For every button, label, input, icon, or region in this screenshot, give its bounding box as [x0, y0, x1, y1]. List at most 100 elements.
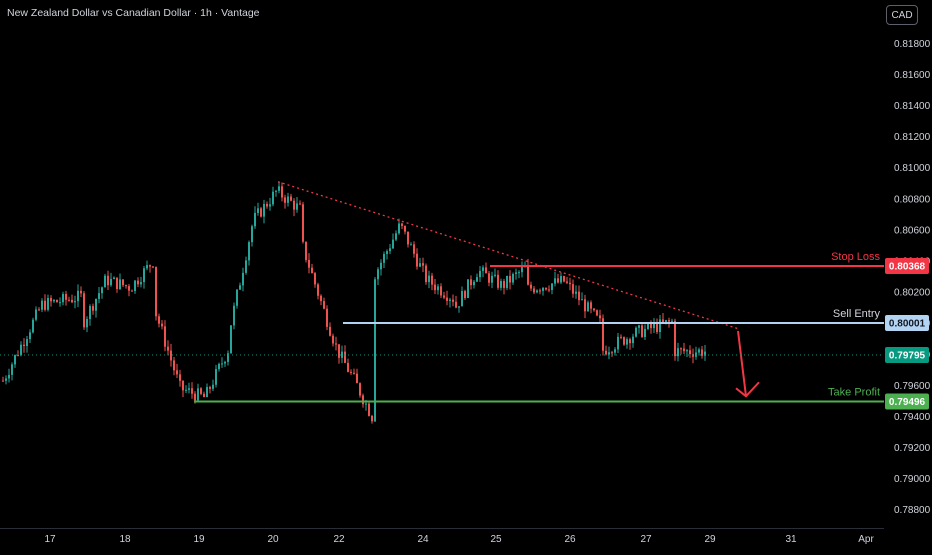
- candle-body: [113, 277, 115, 280]
- candle-body: [155, 266, 157, 317]
- candle-body: [425, 265, 427, 283]
- candle-body: [659, 319, 661, 333]
- candle-body: [389, 248, 391, 252]
- candle-body: [74, 301, 76, 303]
- candle-body: [662, 319, 664, 323]
- candle-body: [284, 197, 286, 203]
- candle-body: [380, 262, 382, 270]
- candle-body: [401, 223, 403, 226]
- candle-body: [689, 350, 691, 355]
- candle-body: [89, 306, 91, 320]
- candle-body: [272, 191, 274, 205]
- candle-body: [614, 349, 616, 353]
- candle-body: [323, 301, 325, 309]
- candle-body: [299, 203, 301, 205]
- candle-body: [110, 279, 112, 286]
- candle-body: [575, 291, 577, 294]
- currency-button[interactable]: CAD: [886, 5, 918, 25]
- candle-body: [698, 349, 700, 353]
- candle-body: [413, 244, 415, 254]
- candle-body: [578, 291, 580, 301]
- candle-body: [557, 278, 559, 283]
- candle-body: [248, 242, 250, 261]
- y-tick-label: 0.79000: [894, 474, 931, 485]
- candle-body: [239, 285, 241, 290]
- candle-body: [170, 350, 172, 361]
- candle-body: [704, 351, 706, 356]
- candle-body: [407, 231, 409, 245]
- candle-body: [422, 263, 424, 266]
- candle-body: [584, 299, 586, 312]
- candle-body: [572, 284, 574, 294]
- candle-body: [146, 265, 148, 269]
- candle-body: [296, 203, 298, 210]
- candle-body: [680, 348, 682, 350]
- candle-body: [254, 212, 256, 227]
- x-tick-label: 25: [490, 534, 502, 545]
- candle-body: [14, 355, 16, 365]
- candle-body: [587, 302, 589, 312]
- candle-body: [269, 204, 271, 207]
- candle-body: [404, 225, 406, 232]
- candle-body: [140, 282, 142, 285]
- candle-body: [32, 319, 34, 333]
- candle-body: [677, 348, 679, 357]
- candle-body: [83, 293, 85, 328]
- candle-body: [440, 286, 442, 296]
- candle-body: [293, 200, 295, 210]
- y-tick-label: 0.81200: [894, 132, 931, 143]
- candle-body: [632, 336, 634, 344]
- candle-body: [581, 299, 583, 301]
- candle-body: [605, 350, 607, 355]
- candle-body: [671, 320, 673, 322]
- candle-body: [551, 283, 553, 291]
- candle-body: [335, 343, 337, 345]
- y-tick-label: 0.81400: [894, 101, 931, 112]
- candle-body: [446, 297, 448, 301]
- candle-body: [152, 266, 154, 268]
- candle-body: [458, 306, 460, 308]
- candle-body: [80, 290, 82, 294]
- sell-entry-label: Sell Entry: [833, 308, 881, 320]
- candle-body: [191, 388, 193, 394]
- candle-body: [377, 269, 379, 280]
- candle-body: [518, 272, 520, 274]
- candle-body: [287, 196, 289, 203]
- chart-title: New Zealand Dollar vs Canadian Dollar · …: [7, 7, 260, 19]
- candle-body: [62, 293, 64, 303]
- candle-body: [371, 415, 373, 422]
- candle-body: [101, 287, 103, 294]
- candle-body: [506, 275, 508, 288]
- candle-body: [449, 299, 451, 301]
- candle-body: [533, 288, 535, 293]
- candle-body: [251, 226, 253, 243]
- candle-body: [569, 282, 571, 285]
- x-tick-label: 29: [704, 534, 716, 545]
- candle-body: [608, 352, 610, 355]
- candle-body: [77, 290, 79, 302]
- candle-body: [8, 374, 10, 379]
- y-tick-label: 0.81600: [894, 70, 931, 81]
- candle-body: [359, 383, 361, 396]
- candle-body: [23, 344, 25, 346]
- candle-body: [86, 319, 88, 328]
- candle-body: [431, 275, 433, 285]
- candle-body: [275, 190, 277, 192]
- candle-body: [164, 326, 166, 347]
- candle-body: [539, 290, 541, 292]
- x-tick-label: 19: [193, 534, 205, 545]
- candle-body: [92, 306, 94, 311]
- candle-body: [455, 301, 457, 308]
- y-tick-label: 0.80800: [894, 194, 931, 205]
- candle-body: [419, 263, 421, 267]
- candle-body: [545, 287, 547, 290]
- candle-body: [563, 276, 565, 282]
- candle-body: [143, 268, 145, 283]
- candle-body: [65, 293, 67, 300]
- candle-body: [203, 393, 205, 398]
- candle-body: [668, 320, 670, 322]
- candle-body: [644, 328, 646, 338]
- candle-body: [281, 186, 283, 198]
